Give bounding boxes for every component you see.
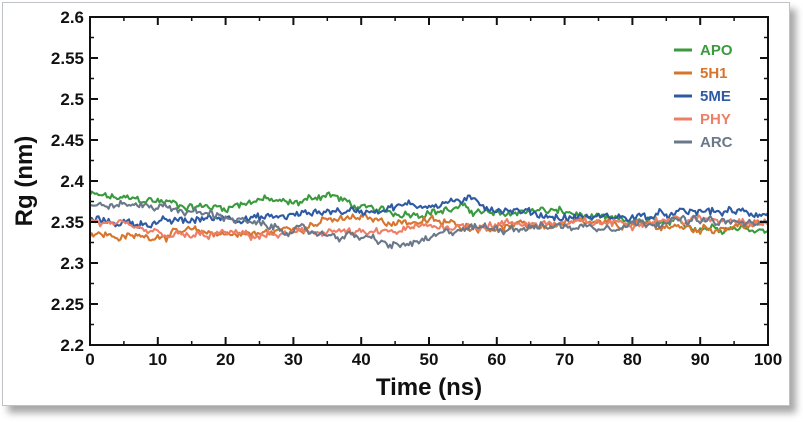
axes-frame: [89, 16, 769, 346]
legend-label: 5ME: [700, 88, 731, 105]
legend-label: 5H1: [700, 65, 728, 82]
x-tick-label: 100: [754, 350, 782, 369]
series-line-arc: [90, 199, 768, 250]
x-tick-label: 40: [352, 350, 371, 369]
series-line-phy: [90, 214, 768, 241]
legend-label: ARC: [700, 134, 733, 151]
y-tick-label: 2.35: [51, 213, 84, 232]
x-tick-label: 70: [555, 350, 574, 369]
x-tick-label: 20: [216, 350, 235, 369]
y-tick-label: 2.25: [51, 295, 84, 314]
x-tick-label: 10: [148, 350, 167, 369]
series-layer: [90, 190, 768, 250]
legend-item-phy: PHY: [674, 111, 731, 128]
legend-item-5me: 5ME: [674, 88, 731, 105]
tick-layer: 0 10 20 30 40 50 60 70 80 90 100 2.2 2.25 2.3 2.35 2.4 2…: [51, 8, 782, 369]
y-tick-label: 2.45: [51, 131, 84, 150]
legend-label: PHY: [700, 111, 731, 128]
y-tick-label: 2.2: [60, 336, 84, 355]
y-axis-title: Rg (nm): [11, 136, 38, 227]
y-tick-label: 2.55: [51, 49, 84, 68]
x-tick-label: 60: [487, 350, 506, 369]
series-line-5me: [90, 194, 768, 229]
y-tick-label: 2.4: [60, 172, 84, 191]
x-tick-label: 30: [284, 350, 303, 369]
x-tick-label: 90: [691, 350, 710, 369]
y-tick-label: 2.6: [60, 8, 84, 27]
legend-item-arc: ARC: [674, 134, 733, 151]
legend-item-apo: APO: [674, 42, 733, 59]
x-tick-label: 0: [85, 350, 94, 369]
x-axis-title: Time (ns): [376, 374, 482, 401]
legend-label: APO: [700, 42, 733, 59]
legend-item-5h1: 5H1: [674, 65, 728, 82]
x-tick-label: 50: [420, 350, 439, 369]
y-tick-label: 2.3: [60, 254, 84, 273]
legend: APO 5H1 5ME PHY ARC: [674, 42, 733, 151]
series-line-apo: [90, 190, 768, 235]
x-tick-label: 80: [623, 350, 642, 369]
y-tick-label: 2.5: [60, 90, 84, 109]
plot-border: [89, 16, 769, 346]
